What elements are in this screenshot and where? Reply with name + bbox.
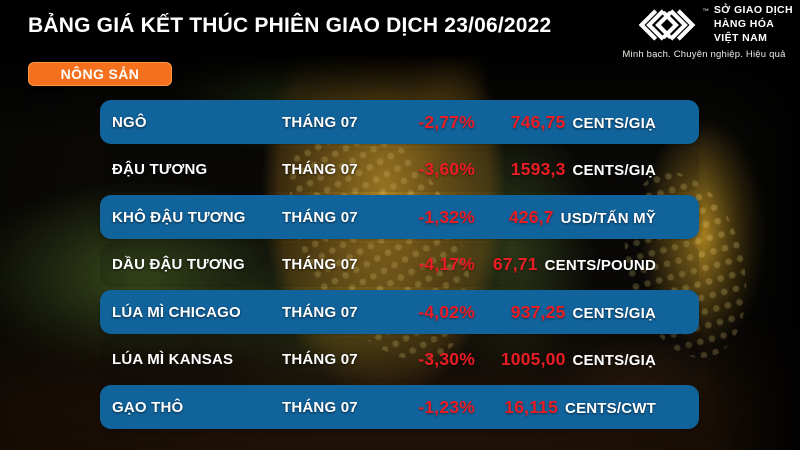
- commodity-name: LÚA MÌ CHICAGO: [112, 303, 241, 321]
- commodity-name: NGÔ: [112, 113, 147, 131]
- price-unit: CENTS/GIẠ: [572, 304, 656, 322]
- percent-change: -1,32%: [418, 206, 475, 227]
- percent-change: -3,30%: [418, 349, 475, 369]
- price-unit: CENTS/GIẠ: [572, 114, 656, 132]
- table-row: NGÔ THÁNG 07 -2,77% 746,75 CENTS/GIẠ: [100, 100, 699, 144]
- price-value: 67,71: [492, 254, 538, 274]
- brand-block: ™ SỞ GIAO DỊCH HÀNG HÓA VIỆT NAM Minh bạ…: [615, 4, 793, 60]
- price-group: 16,115 CENTS/CWT: [475, 397, 656, 418]
- price-value: 1005,00: [500, 349, 566, 369]
- commodity-name: LÚA MÌ KANSAS: [112, 351, 234, 368]
- brand-name-line: SỞ GIAO DỊCH: [713, 4, 793, 16]
- contract-month: THÁNG 07: [282, 398, 358, 416]
- page-title: BẢNG GIÁ KẾT THÚC PHIÊN GIAO DỊCH 23/06/…: [28, 14, 552, 37]
- commodity-name: KHÔ ĐẬU TƯƠNG: [112, 208, 246, 226]
- percent-change: -4,02%: [418, 301, 475, 322]
- price-group: 1005,00 CENTS/GIẠ: [475, 349, 656, 370]
- table-row: LÚA MÌ KANSAS THÁNG 07 -3,30% 1005,00 CE…: [100, 337, 699, 382]
- contract-month: THÁNG 07: [282, 351, 358, 368]
- brand-name-line: VIỆT NAM: [713, 31, 768, 44]
- brand-name-line: HÀNG HÓA: [713, 17, 775, 30]
- price-unit: CENTS/CWT: [565, 399, 656, 417]
- price-group: 937,25 CENTS/GIẠ: [475, 302, 656, 323]
- price-value: 1593,3: [510, 159, 566, 179]
- contract-month: THÁNG 07: [282, 113, 358, 131]
- price-table: NGÔ THÁNG 07 -2,77% 746,75 CENTS/GIẠ ĐẬU…: [100, 100, 699, 429]
- price-unit: CENTS/GIẠ: [572, 162, 656, 179]
- brand-name: SỞ GIAO DỊCH HÀNG HÓA VIỆT NAM: [714, 4, 793, 46]
- price-value: 937,25: [510, 301, 566, 322]
- contract-month: THÁNG 07: [282, 303, 358, 321]
- brand-top: ™ SỞ GIAO DỊCH HÀNG HÓA VIỆT NAM: [615, 4, 793, 46]
- price-value: 16,115: [504, 396, 559, 417]
- brand-tagline: Minh bạch. Chuyên nghiệp. Hiệu quả: [622, 48, 786, 60]
- trademark-mark: ™: [702, 8, 709, 15]
- contract-month: THÁNG 07: [282, 208, 358, 226]
- price-group: 426,7 USD/TẤN MỸ: [475, 207, 656, 228]
- contract-month: THÁNG 07: [282, 161, 358, 178]
- price-unit: CENTS/GIẠ: [572, 352, 656, 369]
- commodity-name: GẠO THÔ: [112, 398, 184, 416]
- price-value: 746,75: [510, 111, 566, 132]
- contract-month: THÁNG 07: [282, 256, 358, 273]
- table-row: LÚA MÌ CHICAGO THÁNG 07 -4,02% 937,25 CE…: [100, 290, 699, 334]
- price-group: 1593,3 CENTS/GIẠ: [475, 159, 656, 180]
- table-row: GẠO THÔ THÁNG 07 -1,23% 16,115 CENTS/CWT: [100, 385, 699, 429]
- table-row: ĐẬU TƯƠNG THÁNG 07 -3,60% 1593,3 CENTS/G…: [100, 147, 699, 192]
- table-row: DẦU ĐẬU TƯƠNG THÁNG 07 -4,17% 67,71 CENT…: [100, 242, 699, 287]
- commodity-name: ĐẬU TƯƠNG: [112, 161, 208, 178]
- mxv-logo-icon: [638, 9, 696, 41]
- percent-change: -2,77%: [418, 111, 475, 132]
- price-unit: CENTS/POUND: [544, 257, 656, 274]
- header: BẢNG GIÁ KẾT THÚC PHIÊN GIAO DỊCH 23/06/…: [0, 0, 800, 60]
- percent-change: -4,17%: [418, 254, 475, 274]
- price-group: 746,75 CENTS/GIẠ: [475, 112, 656, 133]
- price-unit: USD/TẤN MỸ: [560, 209, 656, 227]
- commodity-name: DẦU ĐẬU TƯƠNG: [112, 256, 245, 273]
- percent-change: -1,23%: [418, 396, 475, 417]
- table-row: KHÔ ĐẬU TƯƠNG THÁNG 07 -1,32% 426,7 USD/…: [100, 195, 699, 239]
- section-badge-nong-san: NÔNG SẢN: [28, 62, 172, 86]
- price-value: 426,7: [508, 206, 554, 227]
- price-group: 67,71 CENTS/POUND: [475, 254, 656, 275]
- percent-change: -3,60%: [418, 159, 475, 179]
